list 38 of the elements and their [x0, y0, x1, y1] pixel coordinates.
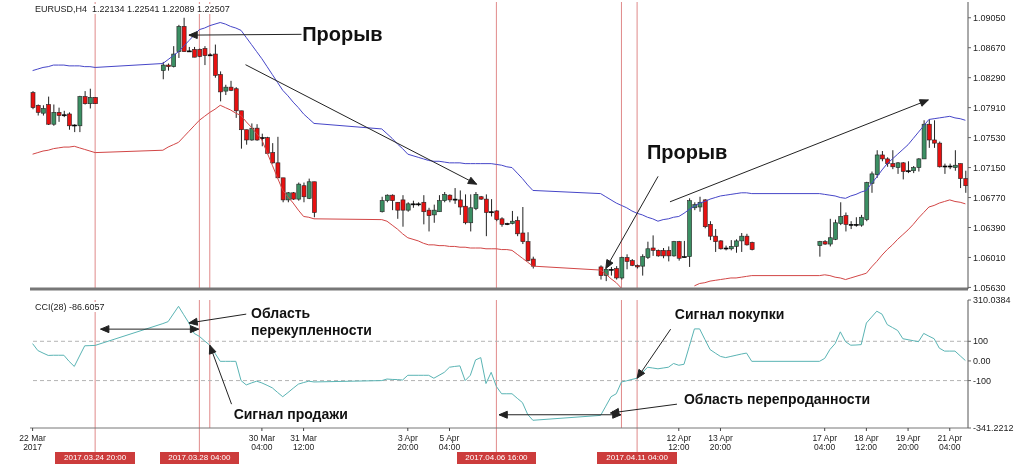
- y-tick-label: 1.06390: [973, 222, 1006, 233]
- annotation: Область перекупленности: [251, 305, 373, 339]
- y-tick-label: 1.06010: [973, 252, 1006, 263]
- x-tick-label: 21 Apr 04:00: [937, 433, 963, 452]
- annotation: Сигнал продажи: [233, 405, 348, 423]
- chart-title: EURUSD,H4 1.22134 1.22541 1.22089 1.22507: [33, 4, 232, 14]
- x-tick-label: 17 Apr 04:00: [812, 433, 838, 452]
- y-tick-label: 1.05630: [973, 282, 1006, 293]
- x-tick-label: 19 Apr 20:00: [895, 433, 921, 452]
- x-tick-label: 30 Mar 04:00: [248, 433, 276, 452]
- annotation: Сигнал покупки: [674, 306, 785, 323]
- y-tick-label: 1.08290: [973, 72, 1006, 83]
- annotation: Прорыв: [646, 140, 728, 165]
- chart-title: CCI(28) -86.6057: [33, 302, 107, 312]
- y-tick-label: 1.07530: [973, 132, 1006, 143]
- x-tick-label: 13 Apr 20:00: [708, 433, 733, 452]
- x-tick-label: 3 Apr 20:00: [397, 433, 419, 452]
- ref-line-label: 2017.04.06 16:00: [456, 452, 537, 464]
- ref-line-label: 2017.03.24 20:00: [55, 452, 135, 464]
- y-tick-label: -341.2212: [973, 423, 1014, 434]
- y-tick-label: 310.0384: [973, 295, 1011, 306]
- y-tick-label: 1.06770: [973, 192, 1006, 203]
- x-tick-label: 5 Apr 04:00: [438, 433, 461, 452]
- annotation: Прорыв: [302, 21, 383, 46]
- x-tick-label: 18 Apr 12:00: [854, 433, 879, 452]
- y-tick-label: 100: [973, 336, 989, 347]
- annotation: Область перепроданности: [683, 390, 871, 408]
- y-tick-label: 0.00: [973, 356, 991, 367]
- x-tick-label: 31 Mar 12:00: [290, 433, 317, 452]
- ref-line-label: 2017.04.11 04:00: [597, 452, 677, 464]
- x-tick-label: 12 Apr 12:00: [666, 433, 692, 452]
- y-tick-label: 1.07910: [973, 102, 1006, 113]
- y-tick-label: -100: [973, 375, 992, 386]
- x-tick-label: 22 Mar 2017: [19, 433, 46, 452]
- y-tick-label: 1.07150: [973, 162, 1006, 173]
- ref-line-label: 2017.03.28 04:00: [159, 452, 240, 464]
- y-tick-label: 1.09050: [973, 12, 1006, 23]
- y-tick-label: 1.08670: [973, 42, 1006, 53]
